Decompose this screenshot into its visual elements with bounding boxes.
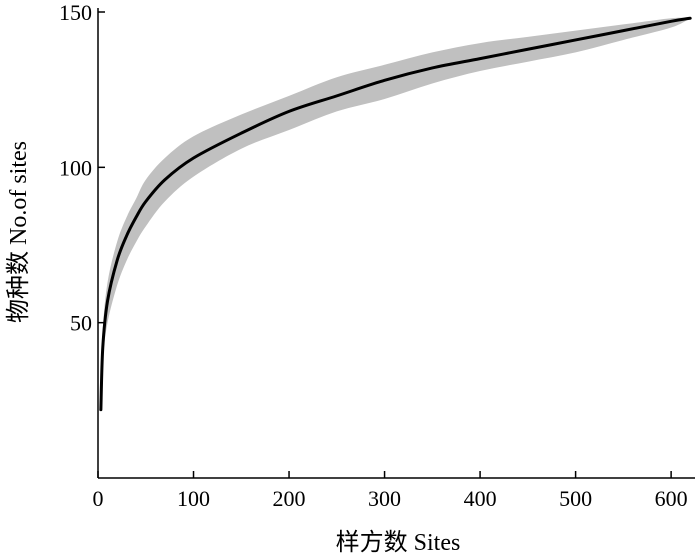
x-tick-label-400: 400 xyxy=(464,486,497,511)
ticks-layer: 0 100 200 300 400 500 600 50 100 150 xyxy=(59,0,688,511)
confidence-band xyxy=(100,17,691,410)
axes-layer xyxy=(97,8,695,479)
mean-line-layer xyxy=(99,16,692,412)
x-axis-label: 样方数 Sites xyxy=(336,529,461,555)
y-tick-label-50: 50 xyxy=(70,311,92,336)
x-tick-label-200: 200 xyxy=(273,486,306,511)
y-axis-label: 物种数 No.of sites xyxy=(5,141,32,323)
x-tick-label-500: 500 xyxy=(559,486,592,511)
x-tick-label-0: 0 xyxy=(93,486,104,511)
x-tick-label-300: 300 xyxy=(368,486,401,511)
x-tick-label-600: 600 xyxy=(655,486,688,511)
confidence-band-layer xyxy=(100,17,691,410)
x-tick-label-100: 100 xyxy=(177,486,210,511)
y-tick-label-100: 100 xyxy=(59,155,92,180)
y-tick-label-150: 150 xyxy=(59,0,92,25)
mean-accumulation-line xyxy=(99,16,692,412)
